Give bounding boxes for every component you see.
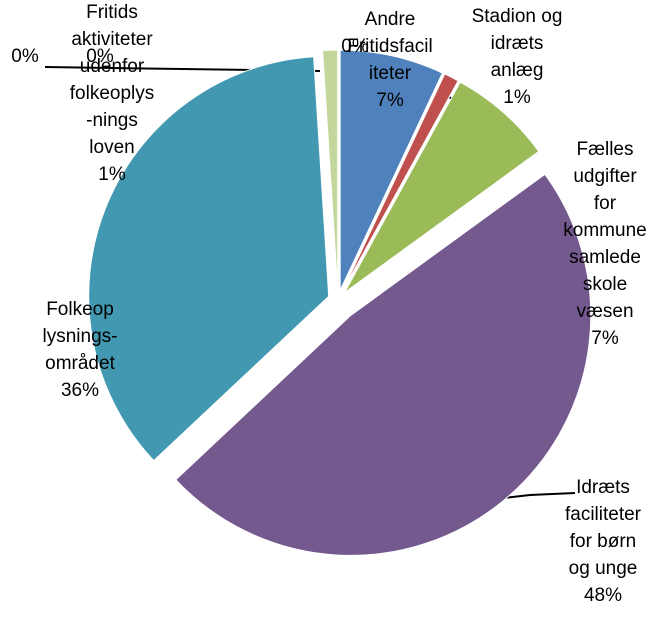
slice-label: Stadion og idræts anlæg <box>472 6 563 81</box>
value-label: 7% <box>376 90 404 111</box>
pie-slice <box>339 49 444 291</box>
pie-slice <box>342 73 459 292</box>
value-label: 36% <box>61 380 99 401</box>
slice-label: Fælles udgifter for kommune samlede skole væse… <box>563 139 646 322</box>
value-label: 48% <box>584 585 622 606</box>
value-label: 1% <box>98 164 126 185</box>
slice-label: Folkeop lysnings-området <box>43 299 118 374</box>
value-label: 0% <box>86 46 114 67</box>
slice-label: Fritids aktiviteter udenfor folkeoplys -ning… <box>70 2 155 158</box>
pie-slice <box>88 56 330 462</box>
value-label: 7% <box>591 328 619 349</box>
pie-slice <box>344 81 540 293</box>
slice-label: Idræts faciliteter for børn og unge <box>565 477 642 579</box>
value-label: 0% <box>341 36 369 57</box>
pie-slice <box>175 173 592 556</box>
value-label: 1% <box>503 87 531 108</box>
slice-label: Andre Fritidsfacil iteter <box>347 9 433 84</box>
value-label: 0% <box>11 46 39 67</box>
